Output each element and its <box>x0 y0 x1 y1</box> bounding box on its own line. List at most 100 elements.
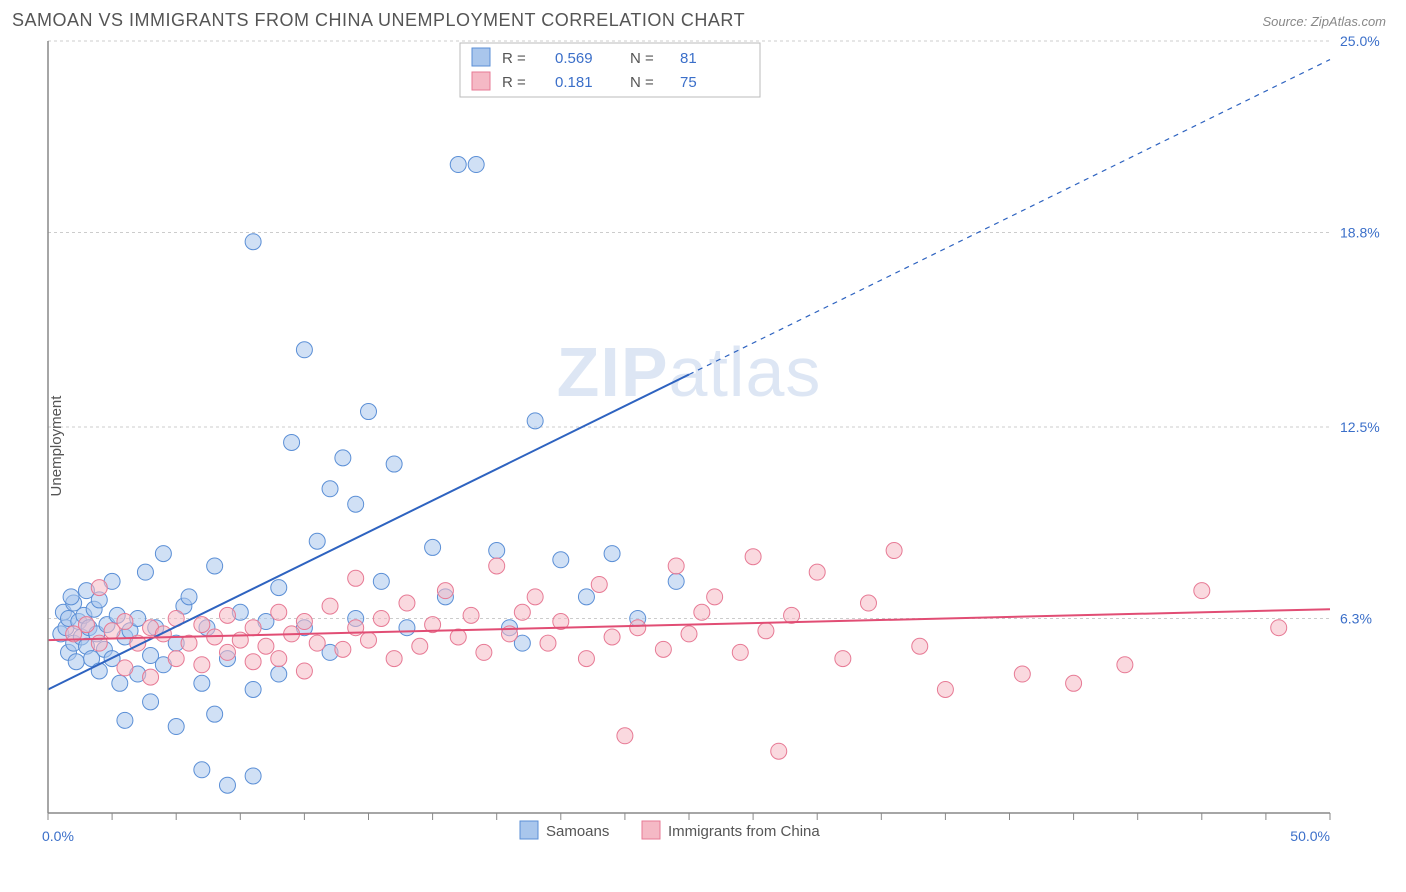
data-point <box>373 573 389 589</box>
legend-series-label: Samoans <box>546 823 609 840</box>
watermark: ZIPatlas <box>557 333 822 411</box>
data-point <box>1117 657 1133 673</box>
y-tick-label: 25.0% <box>1340 33 1380 49</box>
data-point <box>578 589 594 605</box>
data-point <box>489 558 505 574</box>
data-point <box>437 583 453 599</box>
x-tick-label: 0.0% <box>42 828 74 844</box>
data-point <box>112 675 128 691</box>
data-point <box>1014 666 1030 682</box>
legend-series-label: Immigrants from China <box>668 823 820 840</box>
data-point <box>1194 583 1210 599</box>
data-point <box>604 629 620 645</box>
legend-swatch <box>472 48 490 66</box>
data-point <box>668 573 684 589</box>
legend-n-label: N = <box>630 74 654 91</box>
data-point <box>361 632 377 648</box>
data-point <box>681 626 697 642</box>
data-point <box>117 712 133 728</box>
data-point <box>168 651 184 667</box>
legend-n-label: N = <box>630 50 654 67</box>
data-point <box>194 657 210 673</box>
data-point <box>63 589 79 605</box>
data-point <box>284 434 300 450</box>
data-point <box>771 743 787 759</box>
data-point <box>784 607 800 623</box>
data-point <box>117 614 133 630</box>
data-point <box>399 595 415 611</box>
legend-n-value: 81 <box>680 50 697 67</box>
legend-swatch <box>642 821 660 839</box>
data-point <box>271 604 287 620</box>
data-point <box>168 719 184 735</box>
data-point <box>78 617 94 633</box>
legend-n-value: 75 <box>680 74 697 91</box>
plot-area: Unemployment 6.3%12.5%18.8%25.0%ZIPatlas… <box>0 31 1406 861</box>
data-point <box>309 533 325 549</box>
data-point <box>181 589 197 605</box>
source-label: Source: ZipAtlas.com <box>1262 14 1386 29</box>
data-point <box>361 404 377 420</box>
data-point <box>245 234 261 250</box>
data-point <box>386 651 402 667</box>
legend-r-value: 0.181 <box>555 74 593 91</box>
data-point <box>1271 620 1287 636</box>
data-point <box>194 762 210 778</box>
data-point <box>143 694 159 710</box>
data-point <box>322 481 338 497</box>
data-point <box>630 620 646 636</box>
data-point <box>450 629 466 645</box>
data-point <box>860 595 876 611</box>
chart-title: SAMOAN VS IMMIGRANTS FROM CHINA UNEMPLOY… <box>12 10 745 31</box>
y-tick-label: 18.8% <box>1340 224 1380 240</box>
y-tick-label: 12.5% <box>1340 419 1380 435</box>
data-point <box>271 666 287 682</box>
data-point <box>425 539 441 555</box>
data-point <box>207 558 223 574</box>
data-point <box>258 638 274 654</box>
data-point <box>348 570 364 586</box>
data-point <box>296 342 312 358</box>
data-point <box>245 620 261 636</box>
data-point <box>540 635 556 651</box>
data-point <box>348 496 364 512</box>
data-point <box>271 580 287 596</box>
data-point <box>450 157 466 173</box>
data-point <box>194 675 210 691</box>
data-point <box>322 598 338 614</box>
data-point <box>655 641 671 657</box>
data-point <box>296 663 312 679</box>
chart-svg: 6.3%12.5%18.8%25.0%ZIPatlas0.0%50.0%R =0… <box>0 31 1406 861</box>
legend-r-label: R = <box>502 50 526 67</box>
legend-r-label: R = <box>502 74 526 91</box>
data-point <box>937 681 953 697</box>
data-point <box>271 651 287 667</box>
data-point <box>219 777 235 793</box>
legend-swatch <box>472 72 490 90</box>
data-point <box>245 768 261 784</box>
data-point <box>463 607 479 623</box>
data-point <box>68 654 84 670</box>
data-point <box>412 638 428 654</box>
data-point <box>668 558 684 574</box>
data-point <box>617 728 633 744</box>
data-point <box>527 589 543 605</box>
data-point <box>335 641 351 657</box>
y-axis-label: Unemployment <box>48 396 65 497</box>
data-point <box>553 552 569 568</box>
data-point <box>373 610 389 626</box>
data-point <box>219 644 235 660</box>
data-point <box>527 413 543 429</box>
x-tick-label: 50.0% <box>1290 828 1330 844</box>
data-point <box>604 546 620 562</box>
data-point <box>732 644 748 660</box>
data-point <box>809 564 825 580</box>
data-point <box>886 543 902 559</box>
data-point <box>296 614 312 630</box>
data-point <box>194 617 210 633</box>
data-point <box>835 651 851 667</box>
data-point <box>309 635 325 651</box>
data-point <box>489 543 505 559</box>
data-point <box>591 576 607 592</box>
data-point <box>758 623 774 639</box>
